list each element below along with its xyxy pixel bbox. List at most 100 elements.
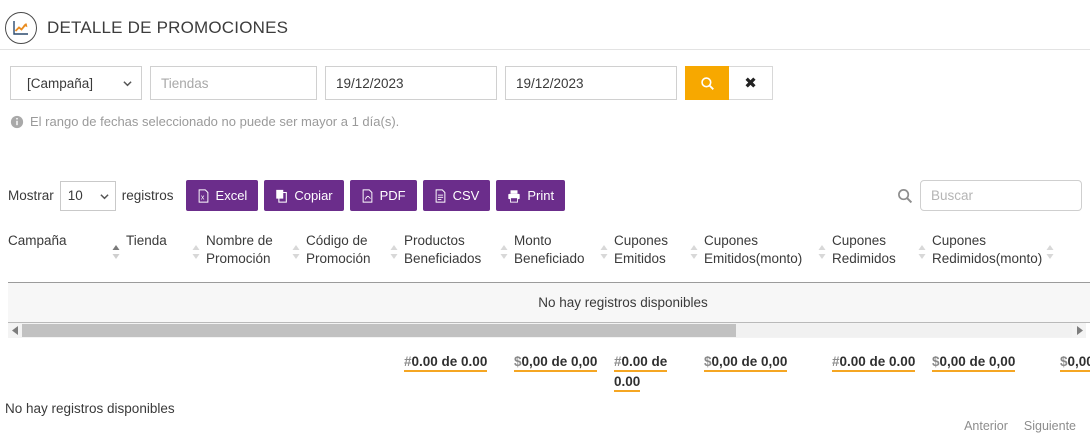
export-pdf-label: PDF (379, 188, 406, 203)
table-totals: #0.00 de 0.00 $0,00 de 0,00 #0.00 de 0.0… (8, 348, 1090, 393)
total-cell-nombre-promocion (206, 348, 306, 393)
sort-arrows-icon (818, 245, 826, 259)
export-excel-button[interactable]: x Excel (185, 180, 259, 211)
total-cell-codigo-promocion (306, 348, 404, 393)
date-to-input[interactable] (505, 66, 677, 100)
export-csv-button[interactable]: CSV (422, 180, 491, 211)
copy-icon (276, 189, 288, 203)
export-copy-button[interactable]: Copiar (264, 180, 344, 211)
col-header-tienda[interactable]: Tienda (126, 228, 206, 284)
col-label: Tienda (126, 233, 167, 248)
total-cell-cupones-emitidos-monto: $0,00 de 0,00 (704, 348, 832, 393)
col-label: Monto Beneficiado (514, 233, 585, 267)
col-label: Cupones Redimidos (832, 233, 896, 267)
campaign-select-wrapper[interactable]: [Campaña] (10, 66, 142, 100)
sort-arrows-icon (1046, 245, 1054, 259)
total-value: #0.00 de 0.00 (832, 354, 916, 372)
pagination: Anterior Siguiente (964, 419, 1076, 433)
total-cell-tienda (126, 348, 206, 393)
date-from-input[interactable] (325, 66, 497, 100)
scroll-left-arrow-icon[interactable] (8, 323, 22, 338)
data-table: Campaña Tienda Nombre de Promoción (8, 228, 1090, 324)
total-cell-cupones-redimidos-monto: $0,00 de 0,00 (932, 348, 1060, 393)
total-cell-productos-beneficiados: #0.00 de 0.00 (404, 348, 514, 393)
export-print-label: Print (527, 188, 555, 203)
file-csv-icon (435, 188, 445, 203)
date-range-notice: El rango de fechas seleccionado no puede… (0, 100, 1090, 129)
total-cell-cupones-emitidos: #0.00 de 0.00 (614, 348, 704, 393)
total-value: #0.00 de 0.00 (614, 354, 668, 393)
pagination-previous[interactable]: Anterior (964, 419, 1008, 433)
svg-text:x: x (200, 194, 204, 201)
total-cell-campania (8, 348, 126, 393)
col-label: Código de Promoción (306, 233, 371, 267)
header-divider (0, 49, 1090, 50)
sort-arrows-icon (600, 245, 608, 259)
clear-filter-button[interactable]: ✖ (729, 66, 773, 100)
sort-arrows-icon (500, 245, 508, 259)
col-label: Cupones Emitidos(monto) (704, 233, 803, 267)
col-header-cupones-redimidos[interactable]: Cupones Redimidos (832, 228, 932, 284)
scrollbar-track[interactable] (22, 324, 1072, 337)
total-value: $0,00 de 0,00 (704, 354, 788, 372)
col-header-productos-beneficiados[interactable]: Productos Beneficiados (404, 228, 514, 284)
filter-bar: [Campaña] ✖ (0, 50, 1090, 100)
sort-arrows-icon (112, 245, 120, 259)
table-toolbar: Mostrar 10 registros x Excel Copiar (8, 180, 1082, 211)
total-value: #0.00 de 0.00 (404, 354, 488, 372)
scroll-right-arrow-icon[interactable] (1072, 323, 1086, 338)
export-print-button[interactable]: Print (496, 180, 566, 211)
table-header-row: Campaña Tienda Nombre de Promoción (8, 228, 1090, 284)
sort-arrows-icon (918, 245, 926, 259)
export-csv-label: CSV (452, 188, 480, 203)
chart-line-circle-icon (5, 12, 37, 44)
table-horizontal-scrollbar[interactable] (8, 323, 1086, 338)
stores-input[interactable] (150, 66, 317, 100)
export-pdf-button[interactable]: PDF (349, 180, 417, 211)
search-input[interactable] (920, 180, 1082, 211)
file-excel-icon: x (198, 188, 208, 203)
col-header-campania[interactable]: Campaña (8, 228, 126, 284)
campaign-select[interactable]: [Campaña] (10, 66, 142, 100)
scrollbar-thumb[interactable] (22, 324, 736, 337)
search-filter-button[interactable] (685, 66, 729, 100)
sort-arrows-icon (192, 245, 200, 259)
length-label-before: Mostrar (8, 188, 54, 203)
col-label: Nombre de Promoción (206, 233, 273, 267)
page-header: DETALLE DE PROMOCIONES (0, 0, 1090, 46)
col-header-nombre-promocion[interactable]: Nombre de Promoción (206, 228, 306, 284)
page-title: DETALLE DE PROMOCIONES (47, 18, 289, 37)
total-value: $0,00 de 0,00 (1060, 354, 1090, 372)
pagination-next[interactable]: Siguiente (1023, 419, 1076, 433)
total-cell-monto-beneficiado: $0,00 de 0,00 (514, 348, 614, 393)
table-info: No hay registros disponibles (5, 401, 175, 416)
search-icon (700, 76, 714, 90)
sort-arrows-icon (690, 245, 698, 259)
page-length-select[interactable]: 10 (59, 180, 116, 211)
export-copy-label: Copiar (294, 188, 333, 203)
col-label: Campaña (8, 233, 67, 248)
col-header-monto-beneficiado[interactable]: Monto Beneficiado (514, 228, 614, 284)
table-empty-row: No hay registros disponibles (8, 282, 1090, 324)
totals-row: #0.00 de 0.00 $0,00 de 0,00 #0.00 de 0.0… (8, 348, 1090, 393)
table-empty-message: No hay registros disponibles (8, 282, 1090, 324)
sort-arrows-icon (390, 245, 398, 259)
col-header-cupones-emitidos-monto[interactable]: Cupones Emitidos(monto) (704, 228, 832, 284)
export-excel-label: Excel (215, 188, 248, 203)
col-header-cupones-emitidos[interactable]: Cupones Emitidos (614, 228, 704, 284)
search-icon (898, 188, 913, 203)
col-label: Productos Beneficiados (404, 233, 482, 267)
col-header-cupones-redimidos-monto[interactable]: Cupones Redimidos(monto) (932, 228, 1060, 284)
notice-text: El rango de fechas seleccionado no puede… (30, 114, 400, 129)
page-length-wrapper[interactable]: 10 (59, 180, 116, 211)
col-header-codigo-promocion[interactable]: Código de Promoción (306, 228, 404, 284)
length-label-after: registros (121, 188, 174, 203)
total-value: $0,00 de 0,00 (514, 354, 598, 372)
col-label: Cupones Redimidos(monto) (932, 233, 1043, 267)
total-cell-overflow: $0,00 de 0,00 (1060, 348, 1090, 393)
close-icon: ✖ (744, 75, 757, 92)
printer-icon (508, 189, 521, 203)
export-buttons: x Excel Copiar PDF CSV (185, 180, 566, 211)
total-value: $0,00 de 0,00 (932, 354, 1016, 372)
col-header-overflow[interactable] (1060, 228, 1090, 284)
